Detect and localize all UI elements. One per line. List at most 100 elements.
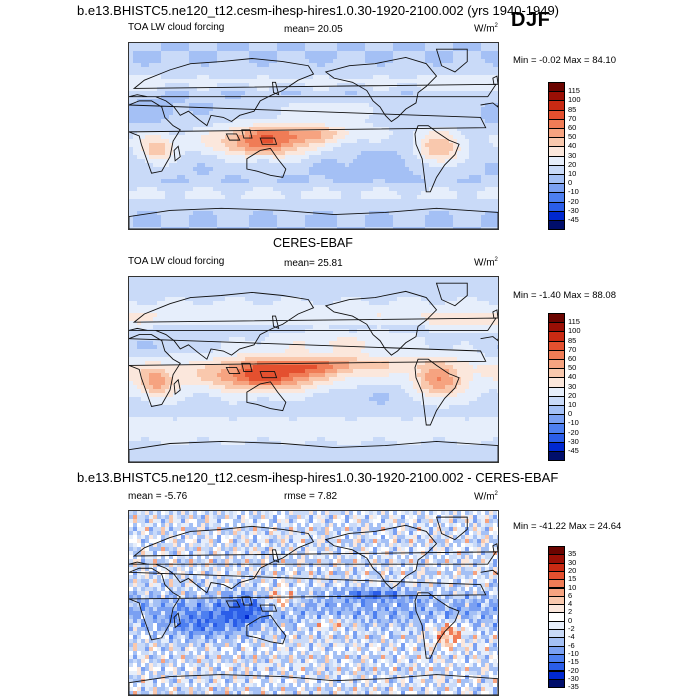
- panel1-field-cell: [365, 115, 370, 120]
- panel1-field-cell: [181, 63, 186, 68]
- panel1-field-cell: [177, 103, 182, 108]
- panel2-field-cell: [205, 289, 210, 294]
- panel1-field-cell: [373, 191, 378, 196]
- panel1-field-cell: [329, 183, 334, 188]
- panel1-field-cell: [181, 211, 186, 216]
- panel1-field-cell: [161, 155, 166, 160]
- panel1-field-cell: [445, 139, 450, 144]
- panel1-field-cell: [161, 143, 166, 148]
- panel1-field-cell: [177, 91, 182, 96]
- panel2-field-cell: [373, 285, 378, 290]
- panel1-field-cell: [497, 83, 498, 88]
- panel2-field-cell: [221, 285, 226, 290]
- panel1-field-cell: [129, 71, 134, 76]
- panel1-field-cell: [157, 47, 162, 52]
- panel1-field-cell: [281, 127, 286, 132]
- panel1-field-cell: [377, 71, 382, 76]
- panel1-field-cell: [197, 91, 202, 96]
- panel1-field-cell: [397, 171, 402, 176]
- panel1-field-cell: [293, 171, 298, 176]
- panel1-field-cell: [453, 139, 458, 144]
- panel1-field-cell: [333, 159, 338, 164]
- panel1-field-cell: [249, 215, 254, 220]
- panel1-field-cell: [313, 155, 318, 160]
- panel1-field-cell: [361, 159, 366, 164]
- panel1-field-cell: [189, 79, 194, 84]
- panel1-field-cell: [481, 155, 486, 160]
- panel1-field-cell: [345, 143, 350, 148]
- panel1-field-cell: [153, 187, 158, 192]
- panel1-field-cell: [417, 143, 422, 148]
- panel1-field-cell: [425, 59, 430, 64]
- panel2-field-cell: [493, 277, 498, 282]
- panel1-field-cell: [321, 179, 326, 184]
- panel1-field-cell: [421, 187, 426, 192]
- panel1-field-cell: [133, 95, 138, 100]
- panel1-field-cell: [273, 163, 278, 168]
- panel1-field-cell: [281, 87, 286, 92]
- panel1-field-cell: [269, 51, 274, 56]
- panel2-field-cell: [241, 277, 246, 282]
- panel1-field-cell: [333, 179, 338, 184]
- panel1-field-cell: [385, 203, 390, 208]
- panel1-field-cell: [377, 179, 382, 184]
- panel1-field-cell: [217, 195, 222, 200]
- panel2-field-cell: [297, 277, 302, 282]
- panel1-field-cell: [457, 123, 462, 128]
- panel1-field-cell: [277, 111, 282, 116]
- panel1-field-cell: [201, 191, 206, 196]
- panel1-field-cell: [297, 155, 302, 160]
- panel2-field-cell: [325, 289, 330, 294]
- panel1-colorbar-box: [548, 220, 565, 231]
- panel1-field-cell: [461, 131, 466, 136]
- panel1-field-cell: [337, 107, 342, 112]
- panel1-field-cell: [297, 179, 302, 184]
- panel1-field-cell: [489, 47, 494, 52]
- panel1-field-cell: [405, 131, 410, 136]
- panel1-field-cell: [185, 59, 190, 64]
- panel1-field-cell: [385, 179, 390, 184]
- figure-title: b.e13.BHISTC5.ne120_t12.cesm-ihesp-hires…: [77, 3, 560, 18]
- panel1-field-cell: [421, 131, 426, 136]
- panel1-field-cell: [485, 147, 490, 152]
- panel1-field-cell: [149, 95, 154, 100]
- panel1-field-cell: [201, 131, 206, 136]
- panel1-field-cell: [293, 167, 298, 172]
- panel1-field-cell: [261, 147, 266, 152]
- panel1-field-cell: [321, 59, 326, 64]
- panel1-field-cell: [365, 155, 370, 160]
- panel1-field-cell: [349, 55, 354, 60]
- panel1-field-cell: [405, 79, 410, 84]
- panel1-field-cell: [249, 83, 254, 88]
- panel1-field-cell: [289, 191, 294, 196]
- panel1-field-cell: [493, 179, 498, 184]
- panel2-field-cell: [137, 289, 142, 294]
- panel1-field-cell: [389, 195, 394, 200]
- panel1-field-cell: [249, 115, 254, 120]
- panel1-field-cell: [265, 219, 270, 224]
- panel1-field-cell: [277, 219, 282, 224]
- panel2-field-cell: [169, 293, 174, 298]
- panel1-field-cell: [409, 199, 414, 204]
- panel2-field-cell: [169, 281, 174, 286]
- panel1-field-cell: [337, 179, 342, 184]
- panel1-field-cell: [285, 83, 290, 88]
- panel1-field-cell: [357, 91, 362, 96]
- panel1-field-cell: [261, 99, 266, 104]
- panel1-field-cell: [149, 159, 154, 164]
- panel1-field-cell: [133, 75, 138, 80]
- panel1-field-cell: [169, 99, 174, 104]
- panel2-field-cell: [193, 289, 198, 294]
- panel1-field-cell: [305, 195, 310, 200]
- panel2-field-cell: [217, 281, 222, 286]
- panel1-field-cell: [141, 199, 146, 204]
- panel1-field-cell: [489, 207, 494, 212]
- panel1-field-cell: [241, 43, 246, 48]
- panel1-field-cell: [305, 43, 310, 48]
- panel2-field-cell: [289, 293, 294, 298]
- panel1-field-cell: [237, 199, 242, 204]
- panel2-field-cell: [341, 277, 346, 282]
- panel2-field-cell: [389, 293, 394, 298]
- panel1-field-cell: [237, 63, 242, 68]
- panel1-field-cell: [149, 183, 154, 188]
